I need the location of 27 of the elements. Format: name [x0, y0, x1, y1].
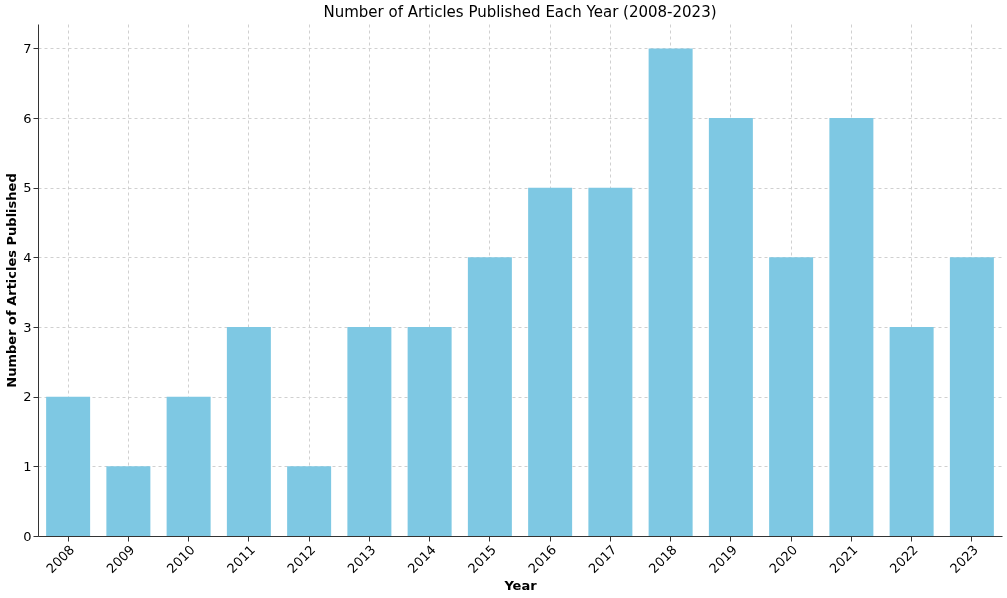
- y-tick-label: 0: [23, 528, 32, 544]
- bar: [528, 187, 573, 536]
- bar: [889, 327, 934, 536]
- bar: [226, 327, 271, 536]
- bar: [829, 118, 874, 536]
- y-tick-label: 1: [23, 458, 32, 474]
- bar: [708, 118, 753, 536]
- bar: [467, 257, 512, 536]
- y-tick-label: 2: [23, 389, 32, 405]
- bar: [166, 396, 211, 536]
- bar: [648, 48, 693, 536]
- bar: [287, 466, 332, 536]
- bar: [46, 396, 91, 536]
- bar: [588, 187, 633, 536]
- y-axis-title: Number of Articles Published: [4, 173, 20, 388]
- y-tick-label: 7: [23, 40, 32, 56]
- bar: [949, 257, 994, 536]
- bar: [407, 327, 452, 536]
- x-axis-title: Year: [503, 578, 538, 594]
- y-tick-label: 4: [23, 249, 32, 265]
- bar: [106, 466, 151, 536]
- y-tick-label: 3: [23, 319, 32, 335]
- bar: [769, 257, 814, 536]
- bar: [347, 327, 392, 536]
- y-tick-label: 6: [23, 110, 32, 126]
- y-tick-label: 5: [23, 180, 32, 196]
- chart-title: Number of Articles Published Each Year (2008-2023): [323, 3, 717, 21]
